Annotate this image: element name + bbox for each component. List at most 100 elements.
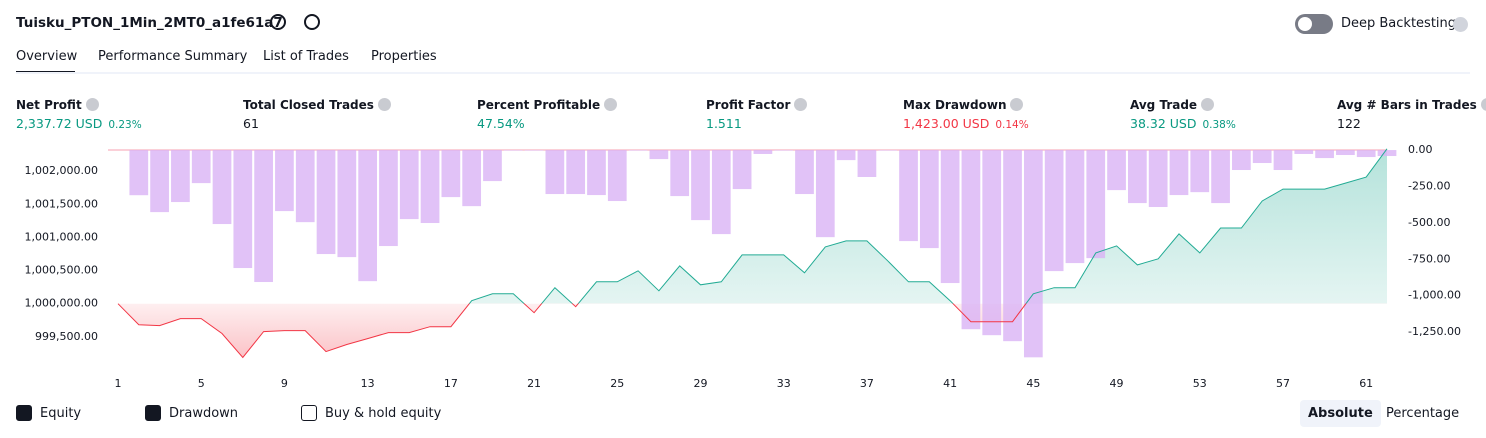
x-tick-label: 1 [115,377,122,390]
drawdown-bar [462,150,482,207]
metric-value: 2,337.72 USD [16,116,103,131]
drawdown-bar [275,150,294,212]
help-icon[interactable] [1453,17,1468,32]
metric-change: 0.14% [995,119,1029,131]
drawdown-bar [753,150,773,154]
tab[interactable]: Properties [371,49,437,64]
drawdown-bar [316,150,336,255]
drawdown-bar [295,150,315,223]
drawdown-bar [1065,150,1085,264]
drawdown-bar [1127,150,1147,204]
y2-tick-label: -1,000.00 [1408,289,1461,302]
metric: Profit Factor 1.511 [706,94,808,132]
legend-item[interactable]: Buy & hold equity [301,405,441,421]
toggle-label: Deep Backtesting [1341,16,1457,31]
drawdown-bar [919,150,939,249]
metric-value: 1.511 [706,116,742,131]
drawdown-bar [628,150,648,151]
x-tick-label: 45 [1026,377,1040,390]
mode-button[interactable]: Percentage [1386,406,1460,421]
x-tick-label: 61 [1359,377,1373,390]
metric-label: Avg # Bars in Trades [1337,98,1477,112]
drawdown-bar [1003,150,1022,342]
drawdown-bar [483,150,502,182]
drawdown-bar [191,150,211,184]
x-tick-label: 5 [198,377,205,390]
x-tick-label: 53 [1193,377,1207,390]
drawdown-bar [1169,150,1189,196]
drawdown-bar [691,150,710,221]
drawdown-bar [129,150,149,196]
metric: Avg Trade 38.32 USD 0.38% [1130,94,1236,132]
drawdown-bar [1377,150,1397,157]
drawdown-bar [441,150,461,198]
drawdown-bar [587,150,606,196]
tab[interactable]: Overview [16,49,78,64]
tab[interactable]: List of Trades [263,49,349,64]
metric-value: 1,423.00 USD [903,116,990,131]
y-tick-label: 1,001,500.00 [25,197,98,210]
drawdown-bar [899,150,918,242]
drawdown-bar [857,150,877,177]
x-tick-label: 17 [444,377,458,390]
metric-label: Avg Trade [1130,98,1198,112]
tab[interactable]: Performance Summary [98,49,248,64]
legend-item[interactable]: Equity [16,405,81,421]
y-tick-label: 999,500.00 [35,330,98,343]
x-tick-label: 57 [1276,377,1290,390]
mode-button[interactable]: Absolute [1300,400,1381,427]
drawdown-bar [670,150,690,197]
drawdown-bar [1086,150,1106,259]
x-tick-label: 41 [943,377,957,390]
drawdown-bar [399,150,419,220]
drawdown-bar [711,150,731,235]
drawdown-bar [524,150,544,151]
drawdown-bar [1356,150,1376,158]
x-tick-label: 13 [361,377,375,390]
y-tick-label: 1,000,000.00 [25,297,98,310]
drawdown-bar [566,150,586,195]
drawdown-bar [150,150,169,213]
x-tick-label: 33 [777,377,791,390]
drawdown-bar [732,150,752,190]
metric-label: Net Profit [16,98,82,112]
y-tick-label: 1,000,500.00 [25,264,98,277]
legend-item[interactable]: Drawdown [145,405,238,421]
metric: Max Drawdown 1,423.00 USD 0.14% [903,94,1029,132]
equity-area [118,148,1387,358]
metric: Avg # Bars in Trades 122 [1337,94,1486,132]
drawdown-bar [1148,150,1168,208]
drawdown-bar [337,150,357,258]
drawdown-bar [961,150,981,330]
drawdown-bar [1190,150,1210,193]
metric-value: 38.32 USD [1130,116,1197,131]
drawdown-bar [607,150,627,202]
alert-icon[interactable] [304,14,320,30]
legend-label: Buy & hold equity [325,406,442,421]
drawdown-bar [358,150,378,282]
y2-tick-label: -1,250.00 [1408,325,1461,338]
drawdown-bar [795,150,814,195]
drawdown-bar [503,150,523,151]
x-tick-label: 29 [693,377,707,390]
drawdown-bar [233,150,253,269]
metric-value: 61 [243,116,259,131]
drawdown-bar [1232,150,1251,171]
equity-line [117,148,1388,359]
drawdown-bar [815,150,835,238]
drawdown-bar [1294,150,1314,154]
tab-border [16,72,1470,74]
metric-label: Total Closed Trades [243,98,374,112]
drawdown-bar [254,150,273,283]
x-tick-label: 49 [1110,377,1124,390]
metric-label: Percent Profitable [477,98,601,112]
toggle[interactable] [1295,14,1333,34]
y2-tick-label: 0.00 [1408,143,1433,156]
y2-tick-label: -750.00 [1408,252,1450,265]
drawdown-bar [212,150,232,225]
metric-value: 122 [1337,116,1361,131]
x-tick-label: 9 [281,377,288,390]
settings-icon[interactable] [270,14,286,30]
metric: Net Profit 2,337.72 USD 0.23% [16,94,142,132]
